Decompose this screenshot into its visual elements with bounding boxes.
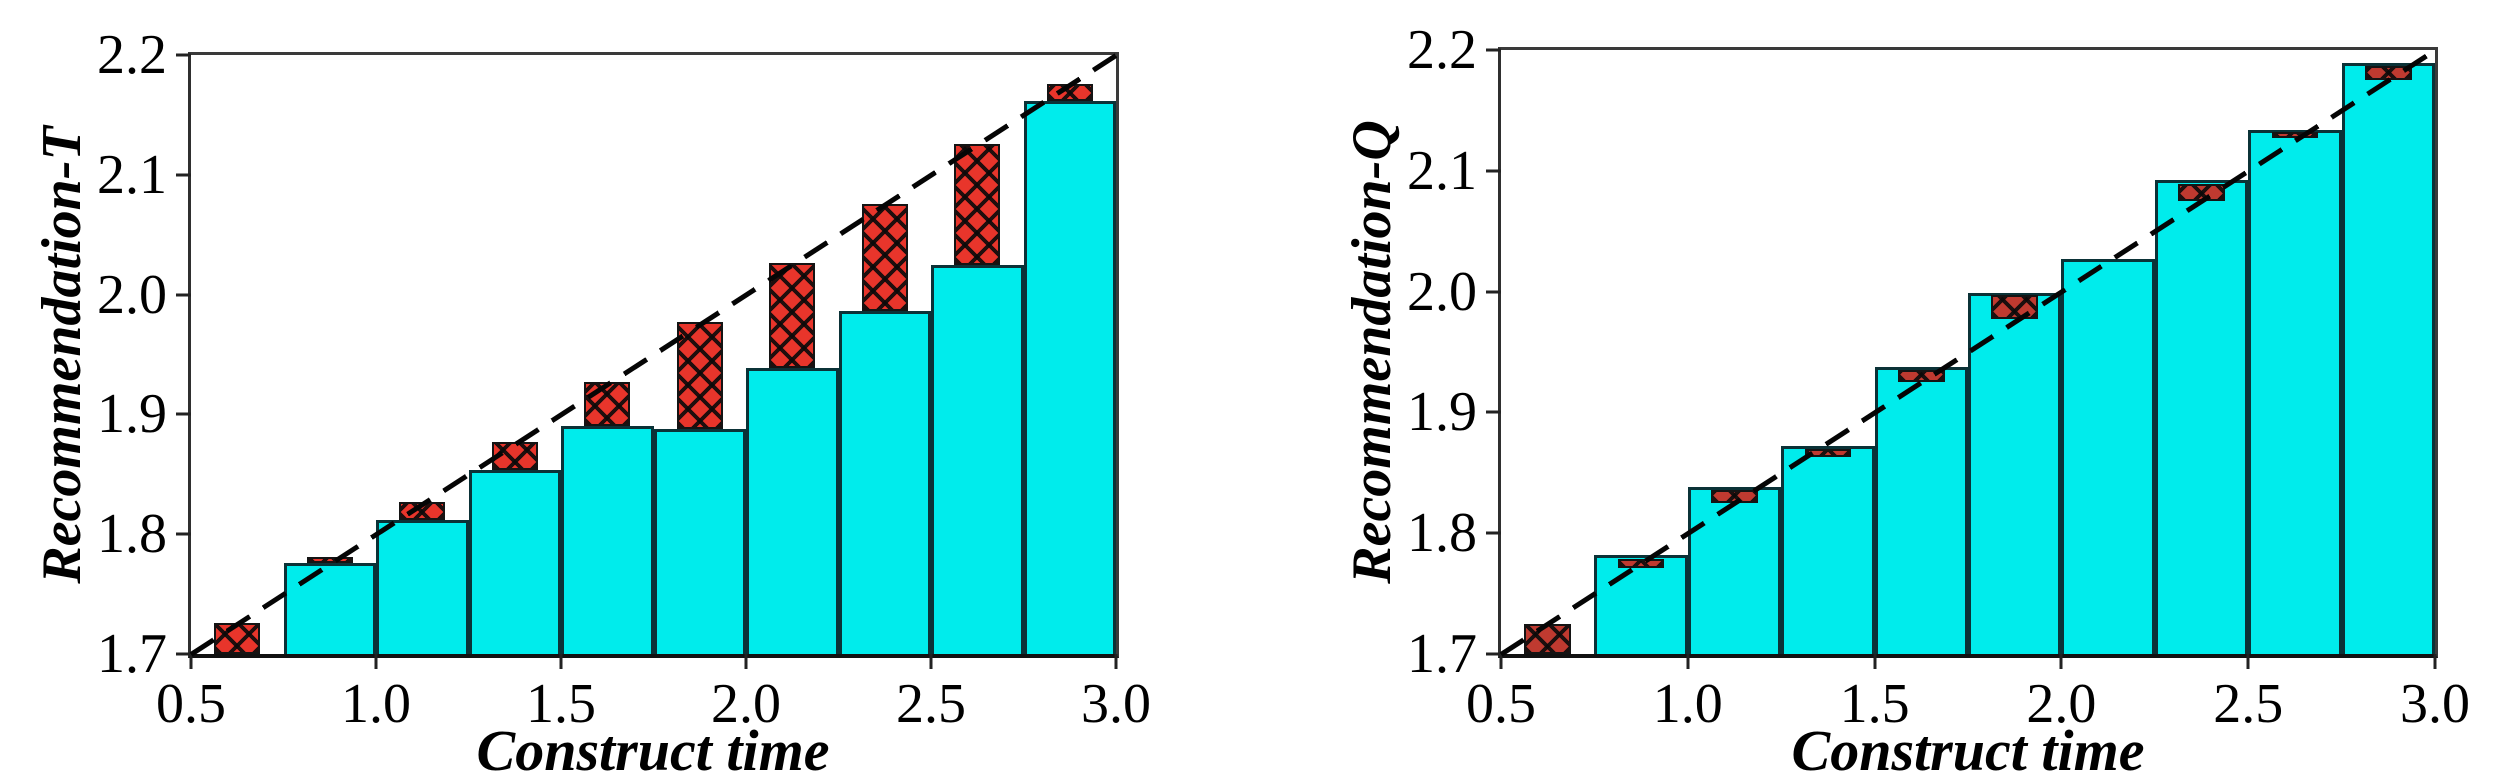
y-axis-tick-label: 1.7 [97,623,167,685]
red-hatched-bar-segment [491,441,538,470]
cyan-bar [746,367,839,654]
red-hatched-bar-segment [769,263,816,368]
plot-area-recommendation-q: 0.5 1.0 1.5 2.0 2.5 3.0 1.7 1.8 1.9 2.0 2.1 2.2 [1407,22,2470,732]
x-axis-tick [2433,654,2437,669]
cyan-bar [283,562,376,654]
y-axis-tick [176,173,191,177]
red-hatched-bar-segment [2271,132,2319,139]
y-axis-tick-label: 2.2 [1407,19,1477,81]
x-axis-tick [744,654,748,669]
y-axis-title-right: Recommendation-Q [1341,120,1403,584]
x-axis-tick [1873,654,1877,669]
y-axis-tick-label: 2.0 [1407,260,1477,323]
y-axis-tick [1486,531,1501,535]
y-axis-title-left: Recommendation-T [31,126,93,584]
x-axis-tick-label: 3.0 [2400,673,2470,735]
x-axis-tick-label: 2.0 [711,673,781,735]
x-axis-tick [1499,654,1503,669]
red-hatched-bar-segment [399,501,446,520]
cyan-bar [2061,258,2155,654]
red-hatched-bar-segment [2178,184,2225,201]
y-axis-tick-label: 1.9 [1407,381,1477,444]
red-hatched-bar-segment [1991,295,2039,320]
x-axis-tick [2246,654,2250,669]
x-axis-tick [1114,654,1118,669]
y-axis-tick-label: 2.2 [97,24,167,86]
y-axis-tick [1486,290,1501,294]
red-hatched-bar-segment [1617,558,1665,569]
y-axis-tick-label: 1.8 [1407,502,1477,565]
red-hatched-bar-segment [2364,65,2412,81]
cyan-bar [1687,487,1782,654]
red-hatched-bar-segment [676,322,723,429]
x-axis-tick [189,654,193,669]
x-axis-tick-label: 2.5 [2213,673,2284,735]
cyan-bar [1781,446,1875,654]
x-axis-tick-label: 0.5 [156,673,226,735]
red-hatched-bar-segment [1897,370,1945,383]
red-hatched-bar-segment [214,622,261,654]
x-axis-tick [559,654,563,669]
cyan-bar [376,519,469,654]
y-axis-tick [176,652,191,656]
y-axis-tick [1486,169,1501,173]
y-axis-tick-label: 2.0 [97,263,167,326]
x-axis-tick [929,654,933,669]
x-axis-tick-label: 0.5 [1466,673,1536,735]
y-axis-tick [1486,48,1501,52]
cyan-bar [931,264,1024,654]
cyan-bar [561,426,654,654]
cyan-bar [468,469,561,654]
x-axis-tick [2059,654,2063,669]
y-axis-tick [176,293,191,297]
y-axis-tick [176,532,191,536]
red-hatched-bar-segment [584,382,631,427]
red-hatched-bar-segment [1804,448,1852,458]
plot-area-recommendation-t: 0.5 1.0 1.5 2.0 2.5 3.0 1.7 1.8 1.9 2.0 2.1 2.2 [97,27,1151,732]
x-axis-title-right: Construct time [1791,718,2145,783]
x-axis-tick-label: 1.5 [526,673,596,735]
x-axis-title-left: Construct time [476,718,830,783]
red-hatched-bar-segment [861,203,908,312]
cyan-bar [2154,180,2249,654]
x-axis-tick-label: 1.5 [1839,673,1910,735]
x-axis-tick-label: 2.5 [896,673,966,735]
red-hatched-bar-segment [954,143,1001,265]
red-hatched-bar-segment [306,556,353,563]
x-axis-tick [1686,654,1690,669]
cyan-bar [2341,63,2435,654]
x-axis-tick [374,654,378,669]
cyan-bar [838,311,931,654]
y-axis-tick-label: 2.1 [1407,139,1477,202]
cyan-bar [2248,129,2342,654]
y-axis-tick-label: 2.1 [97,143,167,206]
y-axis-tick-label: 1.9 [97,383,167,446]
y-axis-tick [1486,652,1501,656]
cyan-bar [1874,366,1968,654]
cyan-bar [1968,292,2062,654]
y-axis-tick-label: 1.8 [97,503,167,566]
red-hatched-bar-segment [1524,623,1572,654]
red-hatched-bar-segment [1711,489,1758,503]
red-hatched-bar-segment [1046,83,1093,101]
cyan-bar [1594,554,1688,654]
x-axis-tick-label: 1.0 [1652,673,1723,735]
y-axis-tick [176,53,191,57]
y-axis-tick-label: 1.7 [1407,623,1477,685]
x-axis-tick-label: 3.0 [1081,673,1151,735]
y-axis-tick [1486,410,1501,414]
cyan-bar [1023,100,1116,654]
x-axis-tick-label: 1.0 [341,673,411,735]
x-axis-tick-label: 2.0 [2026,673,2097,735]
y-axis-tick [176,412,191,416]
cyan-bar [653,428,746,654]
